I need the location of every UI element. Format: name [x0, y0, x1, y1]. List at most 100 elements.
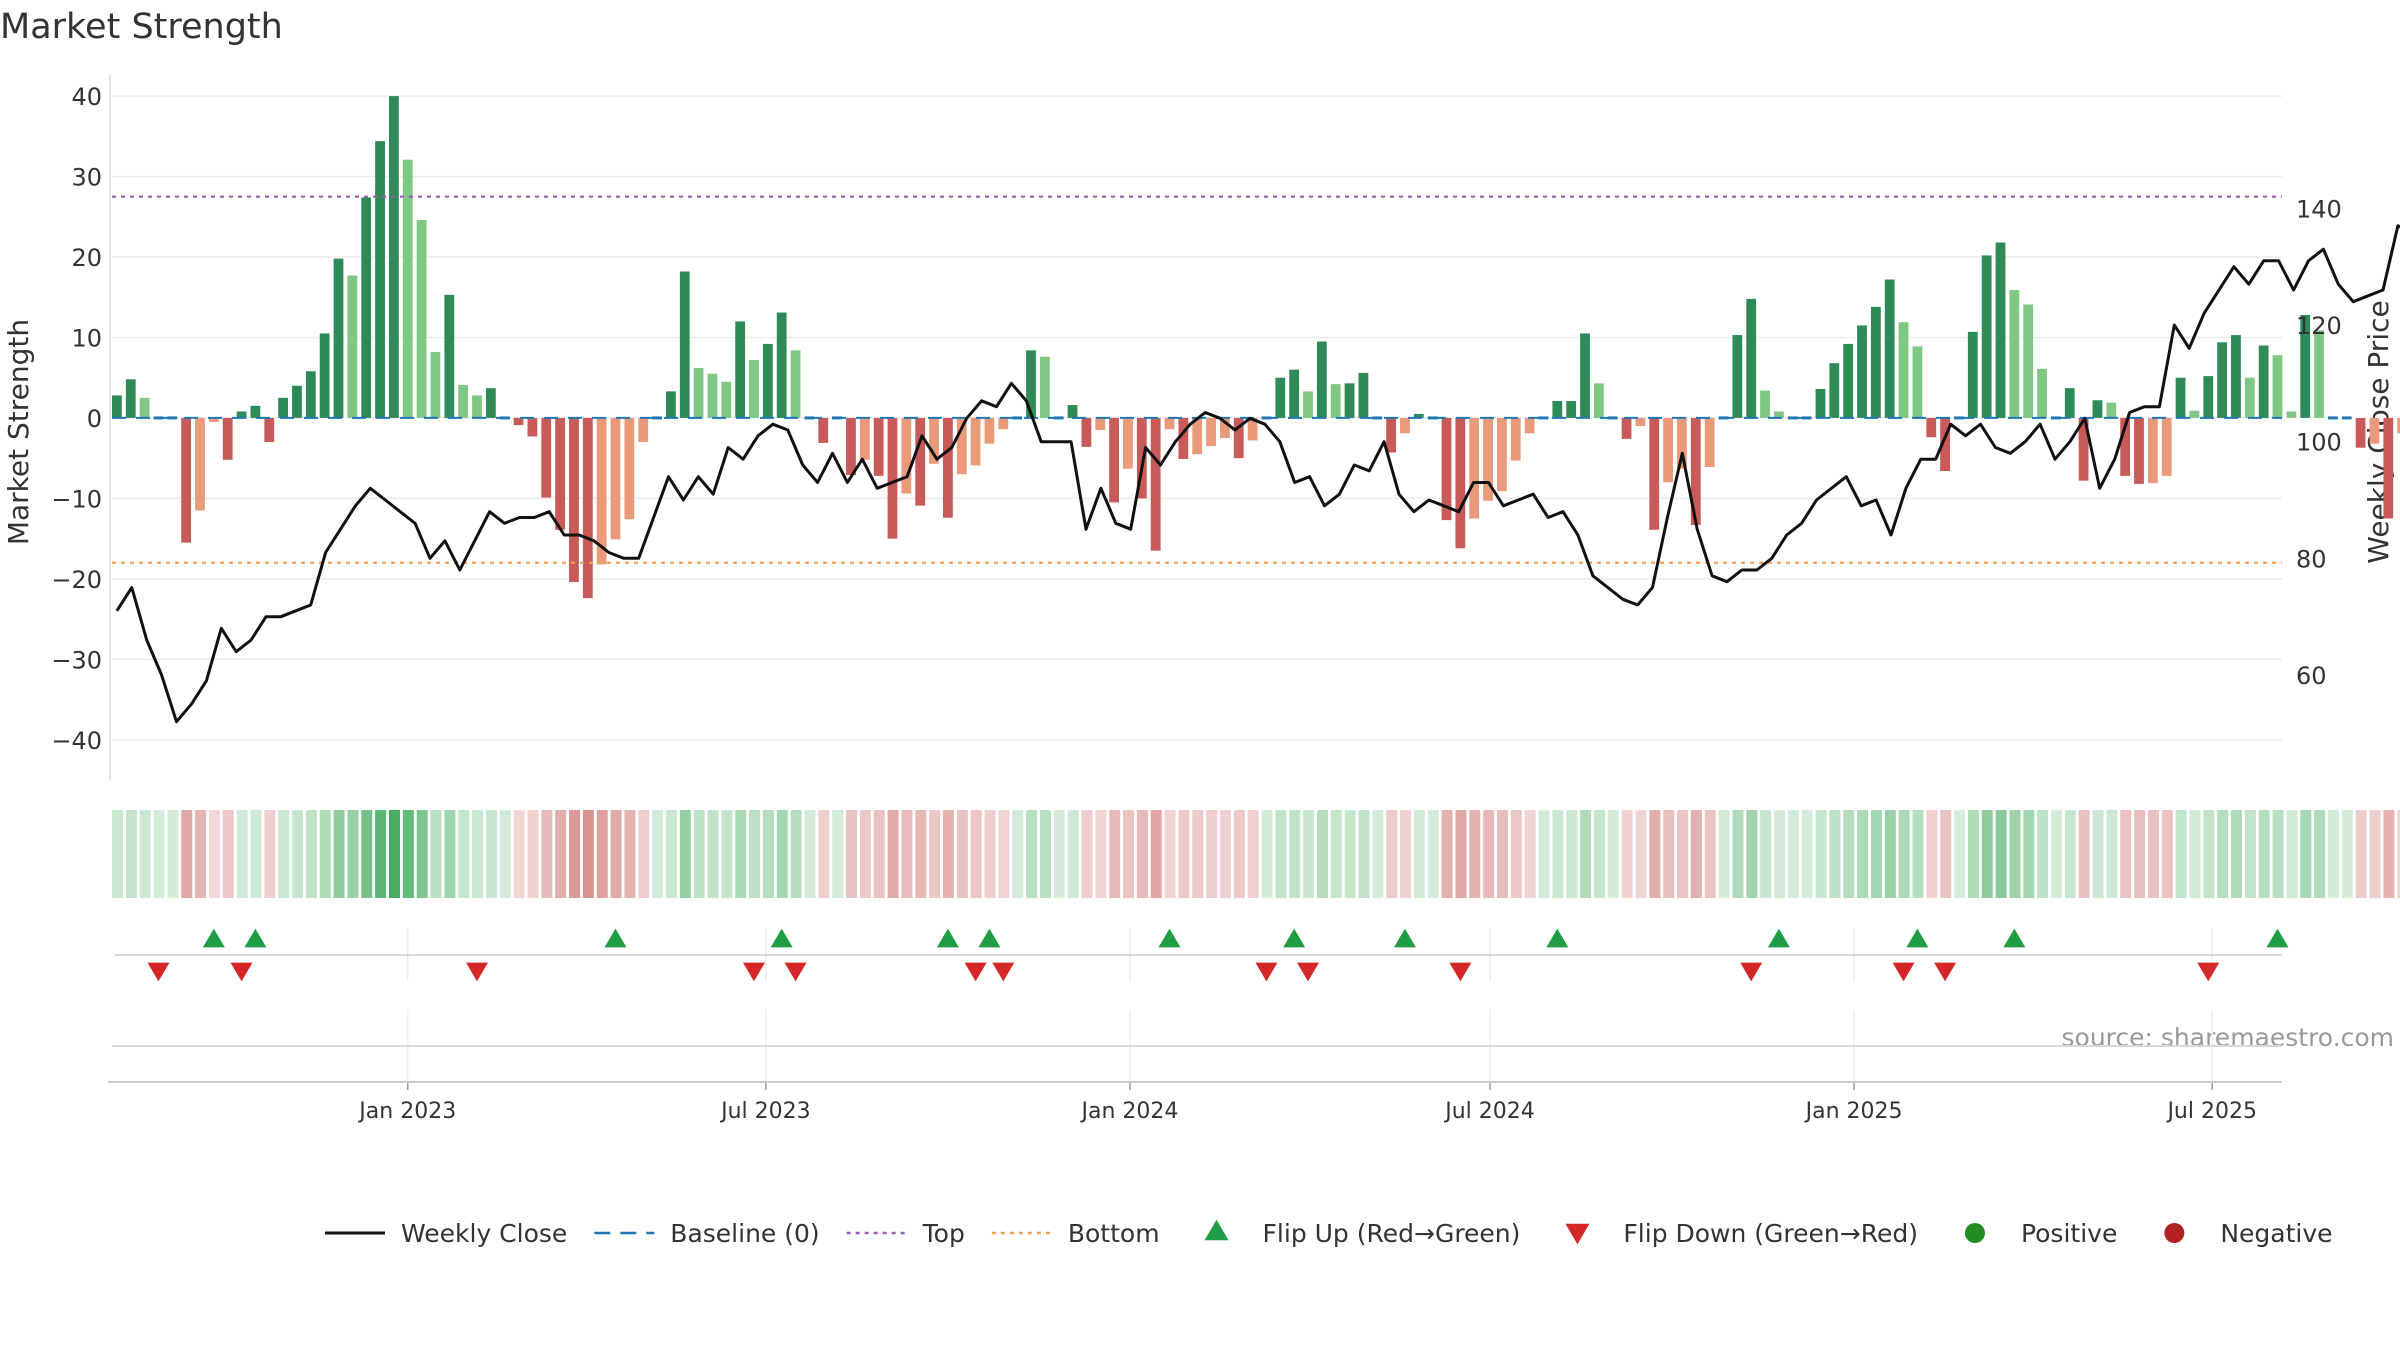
- flip-down-marker: [1740, 962, 1763, 982]
- strength-bar: [666, 391, 676, 418]
- heat-cell: [1857, 810, 1869, 898]
- strength-bar: [305, 371, 316, 418]
- strength-bar: [735, 321, 746, 418]
- strength-bar: [333, 258, 344, 418]
- heat-cell: [1760, 810, 1772, 898]
- heat-cell: [2023, 810, 2035, 898]
- strength-bar: [2258, 345, 2269, 418]
- strength-bar: [749, 360, 759, 418]
- heat-cell: [347, 810, 359, 898]
- grid-layer: [109, 74, 2282, 1082]
- strength-bar: [430, 351, 441, 418]
- strength-bar: [2286, 411, 2297, 418]
- strength-bar: [1566, 401, 1577, 418]
- strength-bar: [776, 312, 787, 418]
- heat-cell: [1566, 810, 1578, 898]
- legend-label: Positive: [2021, 1219, 2117, 1248]
- heat-cell: [1829, 810, 1841, 898]
- close-price-layer: [115, 224, 2400, 724]
- heat-cell: [2314, 810, 2326, 898]
- flip-down-marker: [1255, 962, 1278, 982]
- legend-label: Weekly Close: [401, 1219, 567, 1248]
- strength-bar: [1843, 343, 1854, 418]
- heat-cell: [333, 810, 345, 898]
- heat-cell: [1524, 810, 1536, 898]
- strength-bar: [901, 417, 912, 494]
- flip-up-marker: [1158, 928, 1181, 948]
- flip-up-marker: [1546, 928, 1569, 948]
- strength-bar: [1330, 384, 1341, 418]
- heat-cell: [859, 810, 871, 898]
- heat-cell: [1552, 810, 1564, 898]
- heat-cell: [472, 810, 484, 898]
- y-tick-label: 0: [87, 405, 102, 433]
- strength-bar: [846, 417, 856, 476]
- strength-bar: [2244, 377, 2255, 418]
- y-tick-label: −10: [51, 485, 102, 513]
- flip-up-marker: [978, 928, 1001, 948]
- flip-up-marker: [1906, 928, 1929, 948]
- flip-up-marker: [2003, 928, 2026, 948]
- heat-cell: [818, 810, 830, 898]
- heat-cell: [1981, 810, 1993, 898]
- flip-down-marker: [2197, 962, 2220, 982]
- heat-cell: [2272, 810, 2284, 898]
- heat-cell: [1677, 810, 1689, 898]
- zero-bar-tick: [652, 416, 662, 420]
- heat-cell: [2147, 810, 2159, 898]
- strength-bar: [347, 275, 358, 418]
- strength-bar: [956, 417, 967, 475]
- zero-bar-tick: [2328, 416, 2338, 420]
- heat-cell: [1912, 810, 1924, 898]
- strength-bar: [1649, 417, 1660, 530]
- chart-title: Market Strength: [0, 7, 283, 47]
- heat-cell: [1538, 810, 1550, 898]
- heat-cell: [970, 810, 982, 898]
- heat-cell: [956, 810, 968, 898]
- strength-bar: [513, 417, 524, 426]
- heat-cell: [1649, 810, 1661, 898]
- flip-down-marker: [784, 962, 807, 982]
- legend-label: Bottom: [1068, 1219, 1160, 1248]
- heat-cell: [208, 810, 220, 898]
- legend-dot-icon: [1964, 1223, 1985, 1243]
- strength-bar: [679, 271, 690, 418]
- strength-bar: [1995, 242, 2006, 418]
- zero-bar-tick: [1372, 416, 1383, 420]
- heat-cell: [749, 810, 761, 898]
- heat-cell: [139, 810, 151, 898]
- heat-cell: [1150, 810, 1162, 898]
- strength-bar: [2383, 417, 2394, 519]
- flip-up-marker: [244, 928, 267, 948]
- heat-cell: [527, 810, 539, 898]
- heat-cell: [1663, 810, 1675, 898]
- heat-cell: [582, 810, 594, 898]
- strength-bar: [873, 417, 884, 476]
- heat-cell: [1206, 810, 1218, 898]
- heat-cell: [264, 810, 276, 898]
- heat-cell: [1400, 810, 1412, 898]
- legend-label: Flip Up (Red→Green): [1263, 1219, 1521, 1248]
- strength-bar: [790, 350, 801, 418]
- heat-cell: [887, 810, 899, 898]
- heat-cell: [195, 810, 207, 898]
- heat-cell: [236, 810, 248, 898]
- heat-cell: [2217, 810, 2229, 898]
- heat-cell: [901, 810, 913, 898]
- strength-bar: [1580, 333, 1590, 418]
- strength-bar: [610, 417, 621, 540]
- heat-cell: [762, 810, 774, 898]
- heat-cell: [250, 810, 262, 898]
- zero-bar-tick: [2051, 416, 2061, 420]
- strength-bar: [292, 385, 302, 418]
- legend-flip-down-icon: [1565, 1223, 1590, 1245]
- heat-cell: [1053, 810, 1065, 898]
- heat-cell: [305, 810, 317, 898]
- right-tick-label: 120: [2296, 312, 2342, 340]
- strength-bar: [1746, 298, 1757, 418]
- heat-cell: [416, 810, 428, 898]
- flip-up-marker: [770, 928, 793, 948]
- strength-bar: [2009, 290, 2020, 418]
- strength-bar: [1829, 363, 1840, 418]
